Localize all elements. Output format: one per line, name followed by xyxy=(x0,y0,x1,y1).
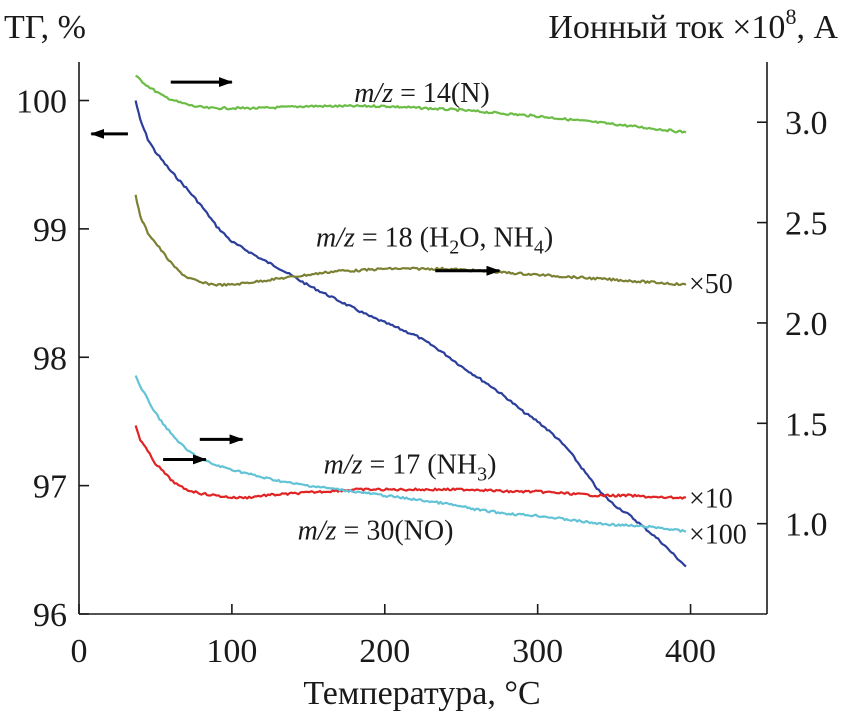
y-right-tick-label: 2.5 xyxy=(785,206,828,243)
ticks-layer: 0 100 200 300 400 96 97 98 99 100 1.0 1.5 2.0 2.5 3.0 xyxy=(16,84,828,670)
annotation-mz17: m/z = 17 (NH3) xyxy=(324,449,497,485)
x-tick-label: 400 xyxy=(665,633,716,670)
y-left-tick-label: 98 xyxy=(33,340,67,377)
series-line-2 xyxy=(134,194,687,287)
y-right-tick-label: 1.0 xyxy=(785,507,828,544)
multiplier-label: ×50 xyxy=(689,269,733,300)
y-right-tick-label: 3.0 xyxy=(785,105,828,142)
y-left-axis-title: ТГ, % xyxy=(4,9,86,46)
annotation-mz14: m/z = 14(N) xyxy=(354,78,490,109)
y-right-axis-title-exponent: 8 xyxy=(785,4,796,29)
annotation-mz18: m/z = 18 (H2O, NH4) xyxy=(316,223,553,259)
y-right-tick-label: 1.5 xyxy=(785,406,828,443)
y-left-tick-label: 100 xyxy=(16,84,67,121)
annotation-layer: m/z = 14(N) m/z = 18 (H2O, NH4) m/z = 17… xyxy=(298,78,747,551)
x-tick-label: 0 xyxy=(71,633,88,670)
y-left-tick-label: 97 xyxy=(33,469,67,506)
y-right-tick-label: 2.0 xyxy=(785,306,828,343)
y-right-axis-title-main: Ионный ток ×10 xyxy=(548,9,785,46)
x-tick-label: 100 xyxy=(206,633,257,670)
series-line-3 xyxy=(134,425,687,500)
series-layer xyxy=(90,74,687,568)
y-left-tick-label: 96 xyxy=(33,597,67,634)
multiplier-label: ×100 xyxy=(689,520,747,551)
x-tick-label: 300 xyxy=(512,633,563,670)
x-tick-label: 200 xyxy=(359,633,410,670)
multiplier-label: ×10 xyxy=(689,484,733,515)
series-line-0 xyxy=(134,100,687,568)
series-line-1 xyxy=(135,74,687,134)
annotation-mz30: m/z = 30(NO) xyxy=(298,516,454,547)
y-left-tick-label: 99 xyxy=(33,212,67,249)
series-line-4 xyxy=(134,375,687,533)
y-right-axis-title-unit: , A xyxy=(796,9,838,46)
y-right-axis-title: Ионный ток ×108, A xyxy=(548,4,838,46)
x-axis-title: Температура, °C xyxy=(303,675,540,712)
